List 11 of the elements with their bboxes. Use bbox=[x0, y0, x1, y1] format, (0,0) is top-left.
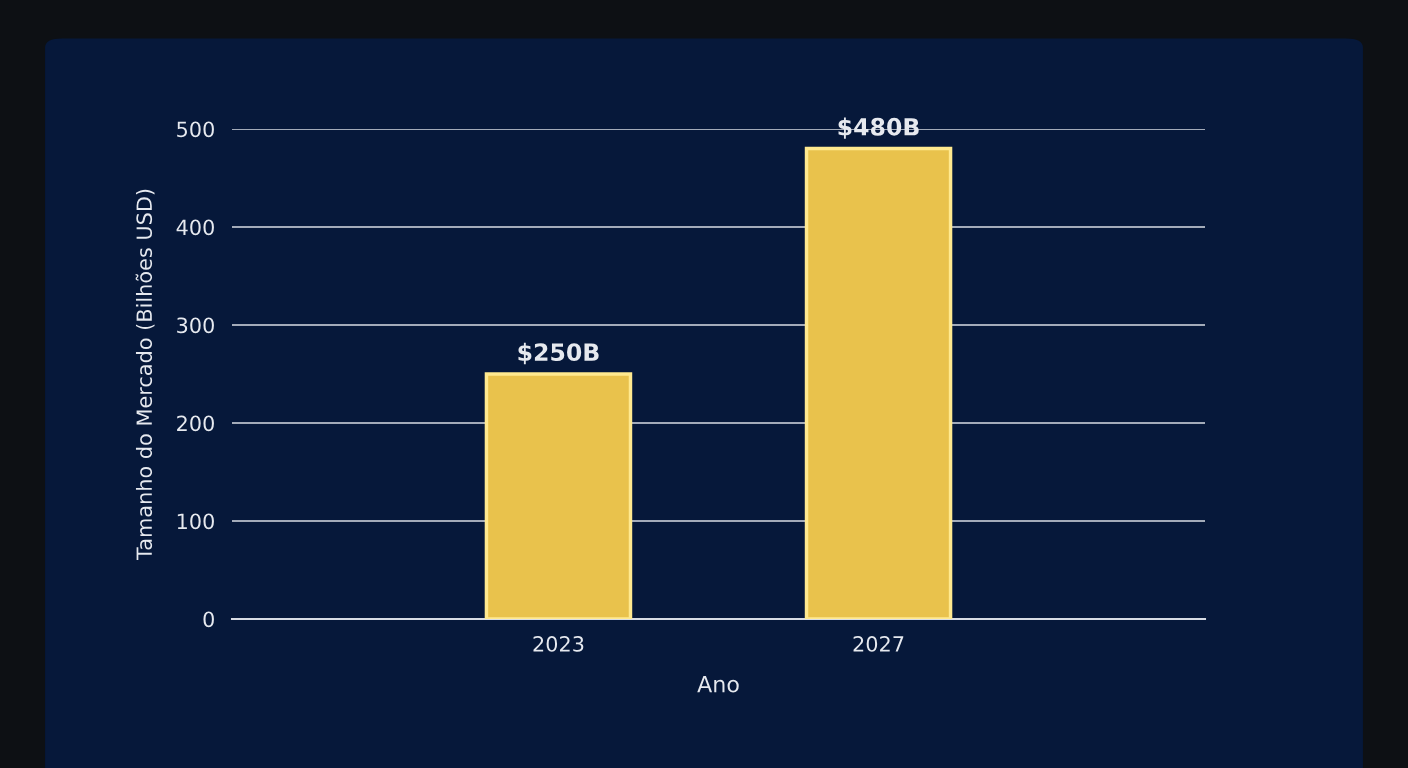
x-tick-label: 2027 bbox=[853, 636, 904, 652]
y-axis-title: Tamanho do Mercado (Bilhões USD) bbox=[135, 189, 155, 561]
y-tick-label: 300 bbox=[177, 317, 214, 334]
y-tick-label: 200 bbox=[177, 415, 214, 432]
x-tick-label: 2023 bbox=[533, 636, 584, 652]
data-label: $250B bbox=[518, 342, 599, 365]
y-tick-label: 100 bbox=[177, 513, 214, 530]
y-tick-label: 400 bbox=[176, 219, 214, 236]
y-tick-label: 500 bbox=[177, 121, 214, 138]
y-tick-label: 0 bbox=[203, 611, 214, 628]
x-axis-title: Ano bbox=[697, 675, 739, 693]
